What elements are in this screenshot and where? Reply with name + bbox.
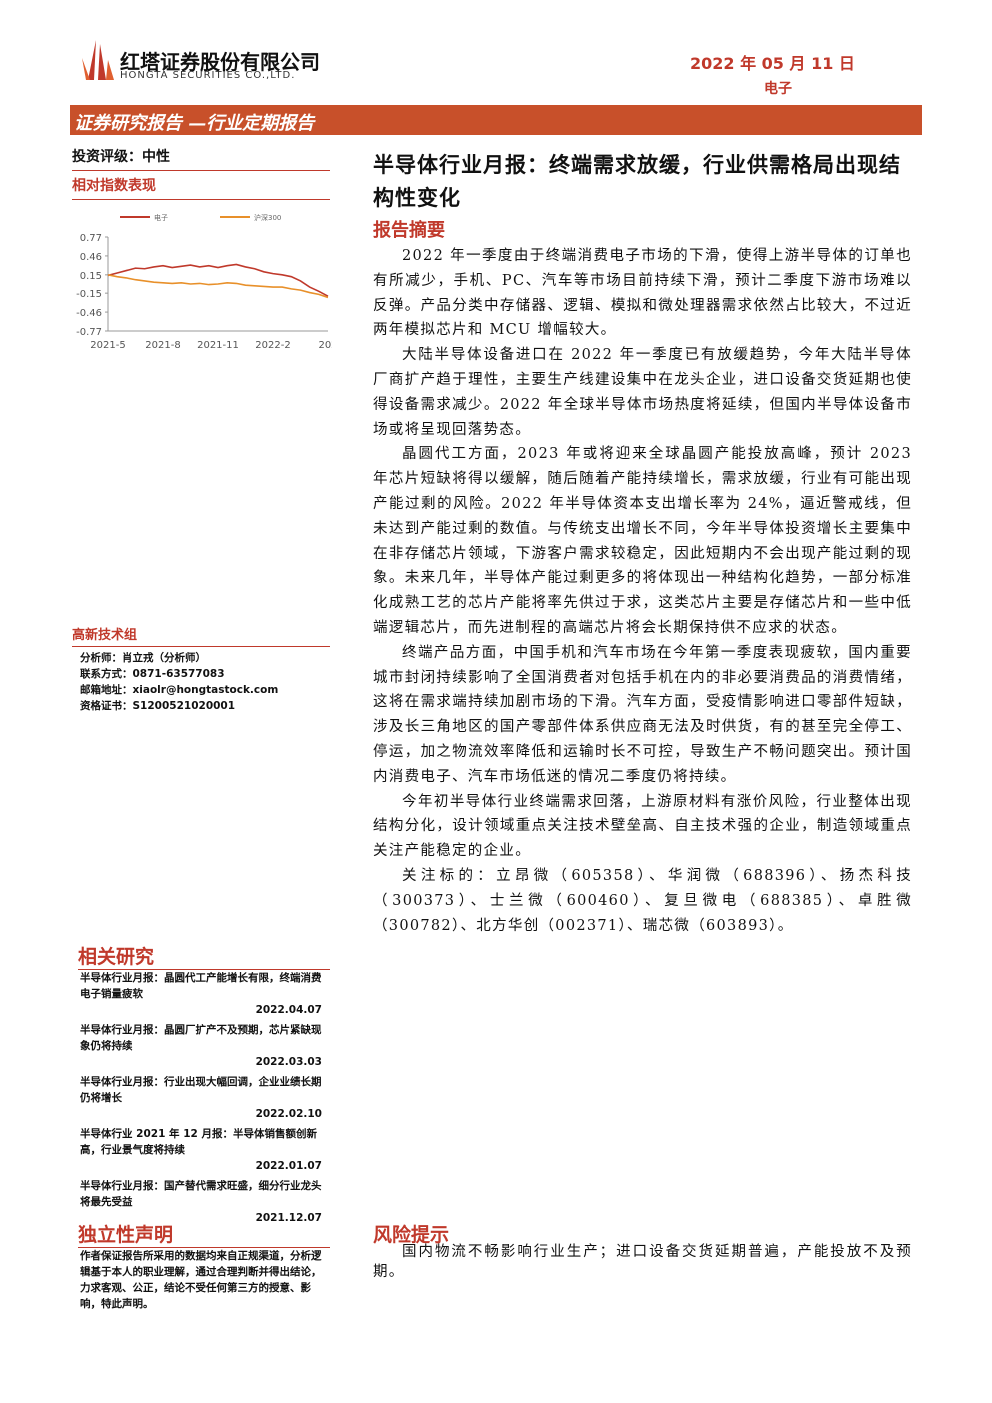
y-tick-label: 0.77 — [80, 233, 102, 244]
related-title: 半导体行业月报：国产替代需求旺盛，细分行业龙头将最先受益 — [80, 1180, 322, 1208]
paragraph: 2022 年一季度由于终端消费电子市场的下滑，使得上游半导体的订单也有所减少，手… — [373, 248, 912, 339]
chart-heading: 相对指数表现 — [72, 175, 330, 200]
x-tick-label: 2021-5 — [90, 340, 125, 351]
y-tick-label: -0.77 — [76, 327, 102, 338]
related-date: 2022.01.07 — [255, 1160, 322, 1172]
team: 高新技术组 — [72, 624, 330, 647]
summary: 2022 年一季度由于终端消费电子市场的下滑，使得上游半导体的订单也有所减少，手… — [373, 244, 912, 938]
y-tick-label: -0.46 — [76, 308, 102, 319]
analyst-block: 分析师：肖立戎（分析师） 联系方式：0871-63577083 邮箱地址：xiaol… — [80, 650, 340, 714]
series-line — [107, 274, 329, 299]
paragraph: 终端产品方面，中国手机和汽车市场在今年第一季度表现疲软，国内重要城市封闭持续影响… — [373, 644, 912, 785]
company: 红塔证券股份有限公司 — [120, 50, 320, 74]
y-tick-label: 0.15 — [80, 271, 102, 282]
independence-heading: 独立性声明 — [78, 1220, 330, 1248]
y-tick-label: 0.46 — [80, 252, 102, 263]
related-title: 半导体行业月报：行业出现大幅回调，企业业绩长期仍将增长 — [80, 1076, 322, 1104]
related-date: 2022.02.10 — [255, 1108, 322, 1120]
independence-text: 作者保证报告所采用的数据均来自正规渠道，分析逻辑基于本人的职业理解，通过合理判断… — [80, 1250, 322, 1310]
analyst-line: 分析师：肖立戎（分析师） — [80, 652, 206, 664]
paragraph: 大陆半导体设备进口在 2022 年一季度已有放缓趋势，今年大陆半导体厂商扩产趋于… — [373, 347, 912, 438]
related-heading: 相关研究 — [78, 942, 330, 970]
logo — [82, 40, 114, 80]
sector: 电子 — [764, 81, 792, 97]
chart: 电子 沪深300 0.77 0.46 0.15 -0.15 -0.46 -0.77 2021-5… — [76, 213, 332, 351]
paragraph: 今年初半导体行业终端需求回落，上游原材料有涨价风险，行业整体出现结构分化，设计领… — [373, 793, 912, 860]
paragraph: 晶圆代工方面，2023 年或将迎来全球晶圆产能投放高峰，预计 2023 年芯片短… — [373, 446, 912, 636]
y-tick-label: -0.15 — [76, 289, 102, 300]
legend-label: 沪深300 — [254, 213, 281, 222]
company-en: HONGTA SECURITIES CO.,LTD. — [120, 70, 296, 81]
legend-label: 电子 — [154, 213, 168, 222]
related-title: 半导体行业月报：晶圆厂扩产不及预期，芯片紧缺现象仍将持续 — [80, 1024, 322, 1052]
analyst-line: 邮箱地址：xiaolr@hongtastock.com — [80, 684, 279, 696]
related-title: 半导体行业月报：晶圆代工产能增长有限，终端消费电子销量疲软 — [80, 972, 322, 1000]
analyst-line: 联系方式：0871-63577083 — [80, 668, 225, 680]
related-date: 2022.03.03 — [255, 1056, 322, 1068]
analyst-line: 资格证书：S1200521020001 — [80, 700, 236, 712]
related-list: 半导体行业月报：晶圆代工产能增长有限，终端消费电子销量疲软 2022.04.07 半… — [80, 970, 322, 1230]
banner: 证券研究报告 —行业定期报告 — [74, 113, 315, 134]
x-tick-label: 2022-2 — [255, 340, 290, 351]
summary-heading: 报告摘要 — [373, 220, 445, 241]
paragraph: 关注标的：立昂微（605358）、华润微（688396）、扬杰科技（300373… — [373, 867, 912, 934]
risk-text: 国内物流不畅影响行业生产；进口设备交货延期普遍，产能投放不及预期。 — [373, 1244, 912, 1280]
report-title: 半导体行业月报：终端需求放缓，行业供需格局出现结构性变化 — [373, 152, 901, 210]
x-tick-label: 2021-11 — [197, 340, 239, 351]
series-line — [107, 263, 329, 297]
risk-heading: 风险提示 — [373, 1224, 450, 1246]
related-date: 2021.12.07 — [255, 1212, 322, 1224]
related-title: 半导体行业 2021 年 12 月报：半导体销售额创新高，行业景气度将持续 — [80, 1128, 317, 1156]
date: 2022 年 05 月 11 日 — [690, 54, 855, 73]
x-tick-label: 2021-8 — [145, 340, 180, 351]
banner-bar — [70, 105, 922, 135]
x-tick-label: 202 — [318, 340, 332, 351]
rating: 投资评级：中性 — [72, 146, 330, 171]
related-date: 2022.04.07 — [255, 1004, 322, 1016]
